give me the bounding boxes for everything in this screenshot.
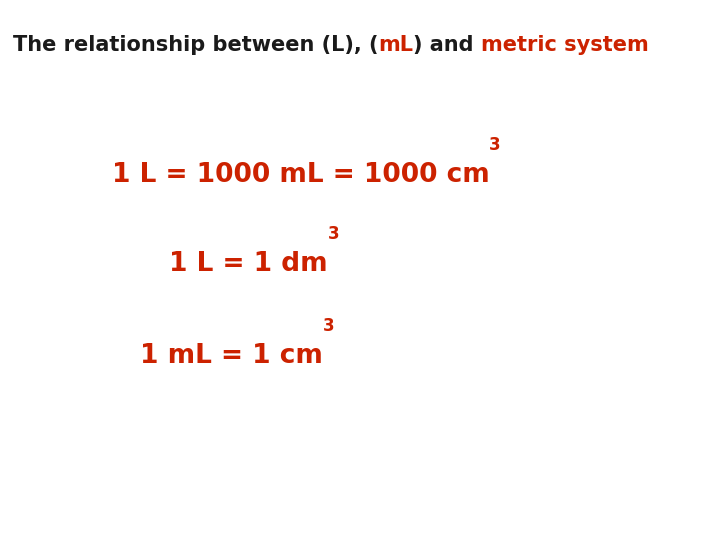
Text: ) and: ) and	[413, 35, 481, 55]
Text: mL: mL	[379, 35, 413, 55]
Text: 1 L = 1 dm: 1 L = 1 dm	[169, 251, 328, 277]
Text: 3: 3	[323, 317, 335, 335]
Text: 1 L = 1000 mL = 1000 cm: 1 L = 1000 mL = 1000 cm	[112, 162, 490, 188]
Text: 3: 3	[328, 225, 339, 243]
Text: metric system: metric system	[481, 35, 649, 55]
Text: The relationship between (L), (: The relationship between (L), (	[13, 35, 379, 55]
Text: 3: 3	[490, 136, 501, 154]
Text: 1 mL = 1 cm: 1 mL = 1 cm	[140, 343, 323, 369]
